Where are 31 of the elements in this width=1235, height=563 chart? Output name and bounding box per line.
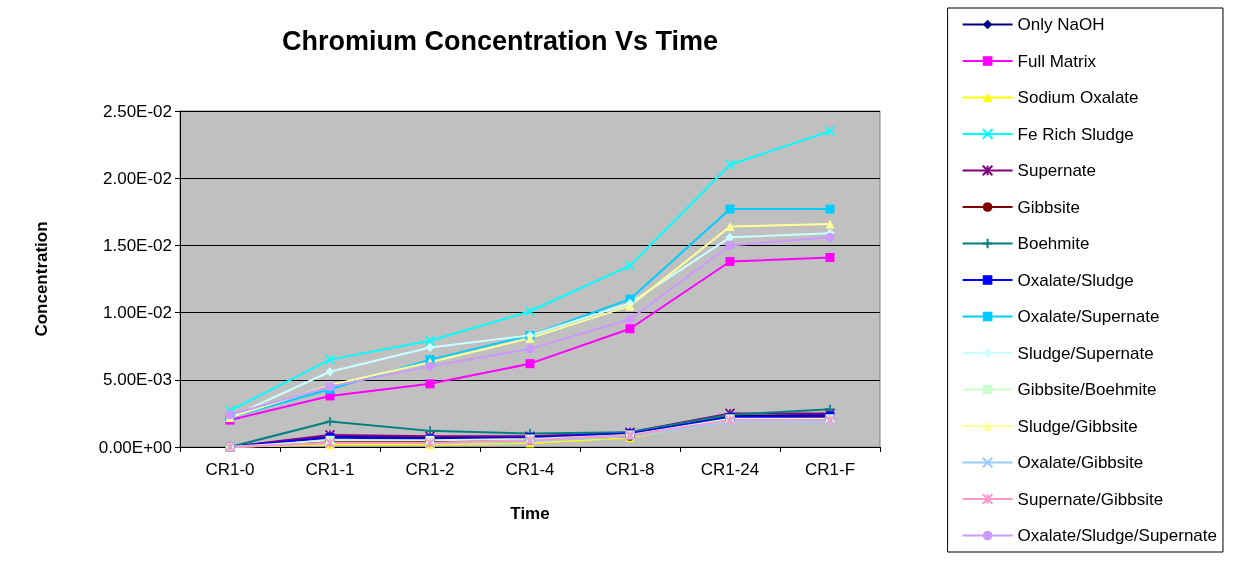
legend-label: Sodium Oxalate bbox=[1017, 88, 1139, 107]
legend-label: Boehmite bbox=[1017, 234, 1090, 253]
y-tick-label: 5.00E-03 bbox=[103, 370, 172, 390]
chart-title: Chromium Concentration Vs Time bbox=[281, 25, 719, 56]
x-tick-label: CR1-24 bbox=[700, 460, 760, 479]
y-tick-label: 1.00E-02 bbox=[103, 303, 172, 323]
legend-label: Oxalate/Sludge/Supernate bbox=[1017, 526, 1217, 545]
x-tick-label: CR1-F bbox=[804, 460, 856, 479]
legend-label: Only NaOH bbox=[1017, 15, 1105, 34]
legend-label: Supernate bbox=[1017, 161, 1097, 180]
x-tick-label: CR1-4 bbox=[505, 460, 555, 479]
legend-label: Oxalate/Supernate bbox=[1017, 307, 1160, 326]
y-tick-label: 2.00E-02 bbox=[103, 168, 172, 188]
x-tick-label: CR1-2 bbox=[405, 460, 455, 479]
legend-label: Sludge/Gibbsite bbox=[1017, 416, 1138, 436]
y-axis-title: Concentration bbox=[32, 221, 51, 337]
x-tick-label: CR1-0 bbox=[205, 460, 255, 479]
legend-label: Oxalate/Gibbsite bbox=[1017, 453, 1144, 472]
legend-label: Sludge/Supernate bbox=[1017, 343, 1154, 363]
y-tick-label: 1.50E-02 bbox=[103, 235, 172, 255]
legend-label: Fe Rich Sludge bbox=[1017, 124, 1134, 144]
legend-label: Supernate/Gibbsite bbox=[1017, 489, 1164, 509]
legend-label: Oxalate/Sludge bbox=[1017, 270, 1134, 290]
legend-label: Gibbsite/Boehmite bbox=[1017, 380, 1157, 399]
x-tick-label: CR1-8 bbox=[605, 460, 655, 479]
y-tick-label: 2.50E-02 bbox=[103, 101, 172, 121]
y-tick-label: 0.00E+00 bbox=[98, 437, 172, 457]
x-tick-label: CR1-1 bbox=[305, 460, 355, 479]
legend-label: Full Matrix bbox=[1017, 51, 1097, 71]
legend-label: Gibbsite bbox=[1017, 197, 1080, 217]
x-axis-title: Time bbox=[510, 504, 550, 523]
